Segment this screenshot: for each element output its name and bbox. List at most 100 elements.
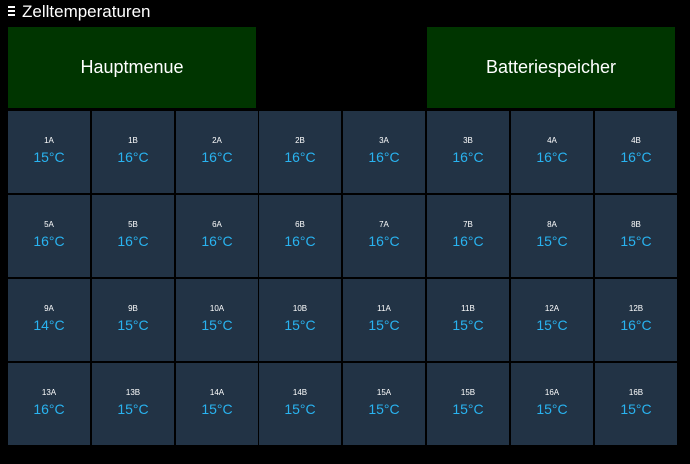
cell-tile: 11A 15°C [343,279,425,361]
cell-label: 8B [631,220,641,229]
hamburger-menu-icon[interactable] [8,6,15,16]
cell-temperature: 16°C [201,233,233,249]
cell-tile: 9A 14°C [8,279,90,361]
cell-tile: 4A 16°C [511,111,593,193]
cell-temperature: 16°C [33,401,65,417]
cell-label: 13A [41,388,57,397]
cell-label: 2A [212,136,222,145]
cell-temperature: 16°C [368,149,400,165]
cell-tile: 8B 15°C [595,195,677,277]
cell-temperature: 16°C [284,149,316,165]
cell-label: 12A [544,304,560,313]
cell-tile: 13A 16°C [8,363,90,445]
cell-label: 5B [128,220,138,229]
cell-temperature: 14°C [33,317,65,333]
cell-temperature: 16°C [201,149,233,165]
cell-tile: 1B 16°C [92,111,174,193]
cell-tile: 2A 16°C [176,111,258,193]
main-menu-button[interactable]: Hauptmenue [8,27,256,108]
cell-tile: 1A 15°C [8,111,90,193]
cell-label: 3B [463,136,473,145]
cell-temperature: 16°C [620,317,652,333]
cell-temperature: 16°C [452,233,484,249]
cell-temperature: 16°C [536,149,568,165]
cell-temperature: 15°C [117,317,149,333]
cell-label: 3A [379,136,389,145]
cell-temperature: 16°C [117,149,149,165]
cell-temperature: 15°C [33,149,65,165]
cell-temperature: 15°C [117,401,149,417]
cell-label: 4A [547,136,557,145]
cell-label: 8A [547,220,557,229]
cell-label: 15B [460,388,476,397]
cell-tile: 5A 16°C [8,195,90,277]
cell-tile: 13B 15°C [92,363,174,445]
cell-tile: 10A 15°C [176,279,258,361]
cell-temperature: 15°C [368,317,400,333]
cell-label: 14B [292,388,308,397]
cell-temperature: 16°C [284,233,316,249]
cell-label: 15A [376,388,392,397]
cell-label: 7B [463,220,473,229]
cell-temperature: 15°C [620,401,652,417]
cell-tile: 14A 15°C [176,363,258,445]
cell-tile: 11B 15°C [427,279,509,361]
cell-label: 7A [379,220,389,229]
cell-tile: 6B 16°C [259,195,341,277]
cell-temperature: 16°C [452,149,484,165]
cell-tile: 15B 15°C [427,363,509,445]
cell-tile: 5B 16°C [92,195,174,277]
cell-label: 11B [461,304,475,313]
cell-temperature: 15°C [368,401,400,417]
cell-tile: 7B 16°C [427,195,509,277]
cell-temperature: 15°C [201,401,233,417]
cell-tile: 12A 15°C [511,279,593,361]
cell-temperature: 16°C [620,149,652,165]
cell-tile: 7A 16°C [343,195,425,277]
cell-label: 6A [212,220,222,229]
cell-label: 9A [44,304,54,313]
cell-tile: 10B 15°C [259,279,341,361]
cell-temperature: 15°C [536,317,568,333]
cell-temperature: 15°C [201,317,233,333]
cell-label: 10B [292,304,308,313]
cell-tile: 6A 16°C [176,195,258,277]
battery-storage-button[interactable]: Batteriespeicher [427,27,675,108]
cell-tile: 4B 16°C [595,111,677,193]
cell-temperature: 15°C [536,233,568,249]
cell-tile: 9B 15°C [92,279,174,361]
cell-tile: 15A 15°C [343,363,425,445]
cell-tile: 12B 16°C [595,279,677,361]
cell-label: 16A [544,388,560,397]
cell-label: 4B [631,136,641,145]
cell-label: 11A [377,304,391,313]
cell-temperature: 15°C [452,401,484,417]
cell-temperature: 15°C [284,401,316,417]
cell-tile: 16A 15°C [511,363,593,445]
top-bar: Zelltemperaturen [0,0,690,24]
cell-temperature: 15°C [284,317,316,333]
cell-label: 1A [44,136,54,145]
cell-label: 5A [44,220,54,229]
cell-temperature: 16°C [368,233,400,249]
cell-label: 2B [295,136,305,145]
cell-label: 1B [128,136,138,145]
cell-tile: 3B 16°C [427,111,509,193]
cell-label: 9B [128,304,138,313]
cell-tile: 14B 15°C [259,363,341,445]
page-title: Zelltemperaturen [22,2,151,21]
cell-temperature: 15°C [536,401,568,417]
cell-label: 10A [209,304,225,313]
cell-label: 16B [628,388,644,397]
cell-label: 6B [295,220,305,229]
cell-label: 13B [125,388,141,397]
cell-temperature: 16°C [33,233,65,249]
cell-tile: 3A 16°C [343,111,425,193]
cell-tile: 2B 16°C [259,111,341,193]
cell-temperature: 15°C [620,233,652,249]
cell-label: 12B [628,304,644,313]
cell-temperature: 15°C [452,317,484,333]
cell-temperature: 16°C [117,233,149,249]
cell-tile: 8A 15°C [511,195,593,277]
cell-label: 14A [209,388,225,397]
